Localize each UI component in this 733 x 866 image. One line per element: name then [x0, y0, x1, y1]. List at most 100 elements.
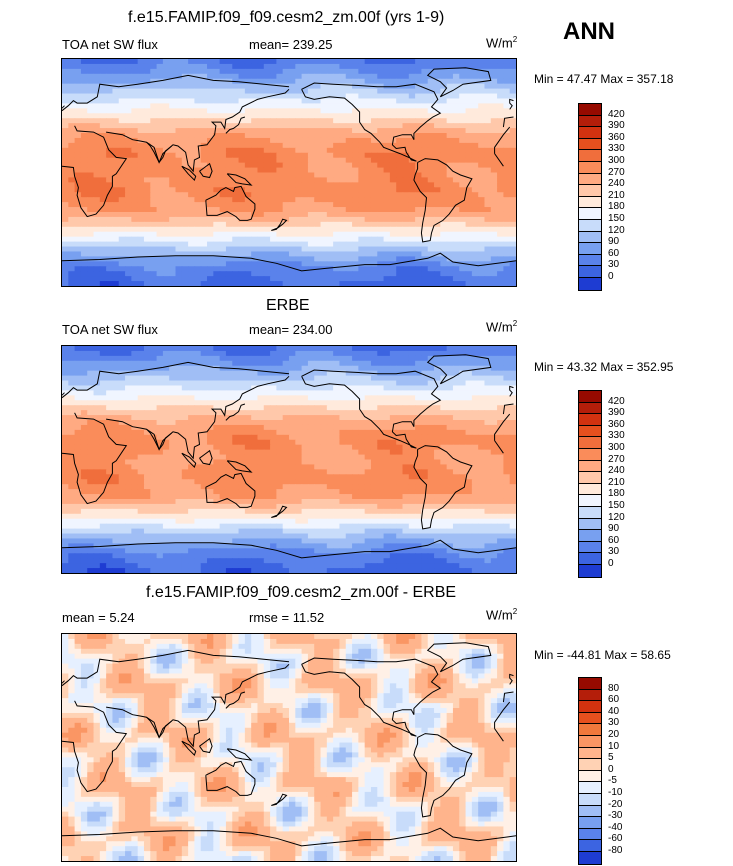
field-cell: [490, 271, 498, 277]
field-cell: [244, 152, 252, 159]
field-cell: [263, 152, 271, 159]
field-cell: [188, 88, 196, 95]
field-cell: [440, 93, 448, 100]
field-cell: [74, 172, 82, 179]
field-cell: [301, 88, 309, 95]
field-cell: [207, 439, 214, 446]
field-cell: [213, 355, 221, 362]
field-cell: [225, 424, 233, 431]
field-cell: [238, 68, 246, 75]
field-cell: [219, 216, 227, 223]
field-cell: [270, 192, 277, 198]
field-cell: [402, 118, 410, 124]
field-cell: [257, 241, 265, 248]
field-cell: [270, 434, 277, 441]
field-cell: [93, 355, 101, 362]
field-cell: [232, 281, 240, 286]
field-cell: [219, 202, 227, 208]
field-cell: [213, 226, 221, 233]
field-cell: [490, 73, 498, 80]
field-cell: [276, 415, 284, 421]
field-cell: [440, 123, 448, 129]
field-cell: [118, 59, 126, 65]
field-cell: [137, 385, 145, 392]
field-cell: [87, 147, 95, 154]
field-cell: [200, 405, 208, 411]
field-cell: [162, 355, 170, 362]
field-cell: [484, 266, 492, 272]
field-cell: [112, 380, 120, 387]
field-cell: [194, 246, 202, 253]
field-cell: [490, 211, 498, 218]
field-cell: [162, 346, 170, 352]
field-cell: [263, 162, 271, 169]
field-cell: [459, 256, 467, 262]
field-cell: [396, 172, 404, 179]
field-cell: [207, 410, 214, 416]
field-cell: [459, 197, 467, 203]
field-cell: [339, 226, 347, 233]
field-cell: [497, 444, 504, 451]
colorbar-cell: [579, 219, 601, 232]
field-cell: [244, 103, 252, 109]
field-cell: [169, 157, 177, 164]
field-cell: [497, 246, 504, 253]
field-cell: [364, 123, 372, 129]
field-cell: [244, 360, 252, 367]
field-cell: [244, 197, 252, 203]
field-cell: [162, 207, 170, 213]
field-cell: [131, 390, 139, 396]
field-cell: [68, 410, 76, 416]
field-cell: [320, 380, 328, 387]
field-cell: [352, 231, 359, 238]
field-cell: [276, 429, 284, 436]
field-cell: [301, 63, 309, 70]
field-cell: [156, 390, 164, 396]
field-cell: [446, 133, 454, 139]
field-cell: [383, 197, 391, 203]
field-cell: [169, 108, 177, 114]
field-cell: [478, 380, 486, 387]
field-cell: [446, 187, 454, 193]
field-cell: [118, 167, 126, 174]
field-cell: [106, 236, 114, 243]
field-cell: [181, 88, 189, 95]
field-cell: [156, 202, 164, 208]
field-cell: [289, 98, 296, 105]
field-cell: [263, 271, 271, 277]
field-cell: [238, 415, 246, 421]
field-cell: [200, 420, 208, 426]
field-cell: [307, 400, 315, 406]
field-cell: [452, 207, 460, 213]
field-cell: [270, 211, 277, 218]
field-cell: [314, 251, 322, 257]
field-cell: [232, 167, 240, 174]
field-cell: [408, 152, 416, 159]
field-cell: [396, 177, 404, 183]
field-cell: [326, 350, 334, 357]
field-cell: [80, 439, 88, 446]
field-cell: [333, 202, 341, 208]
field-cell: [415, 98, 423, 105]
field-cell: [244, 241, 252, 248]
field-cell: [478, 281, 486, 286]
field-cell: [320, 439, 328, 446]
field-cell: [118, 385, 126, 392]
field-cell: [490, 152, 498, 159]
field-cell: [364, 103, 372, 109]
field-cell: [99, 123, 107, 129]
field-cell: [137, 246, 145, 253]
field-cell: [408, 93, 416, 100]
field-cell: [446, 113, 454, 119]
field-cell: [143, 231, 151, 238]
field-cell: [118, 434, 126, 441]
field-cell: [207, 261, 214, 267]
field-cell: [219, 454, 227, 461]
field-cell: [383, 236, 391, 243]
field-cell: [295, 355, 303, 362]
field-cell: [497, 162, 504, 169]
field-cell: [465, 202, 473, 208]
field-cell: [87, 167, 95, 174]
field-cell: [289, 103, 296, 109]
field-cell: [200, 410, 208, 416]
